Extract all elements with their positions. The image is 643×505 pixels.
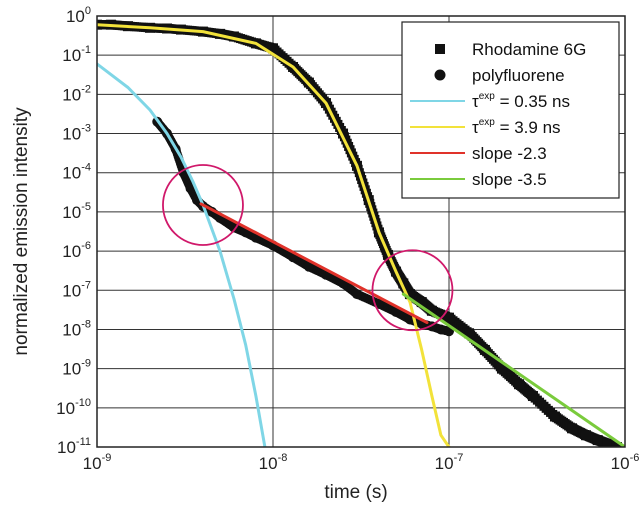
- x-axis-title: time (s): [324, 482, 387, 503]
- data-point: [464, 328, 475, 339]
- y-tick-label: 10-6: [62, 240, 91, 261]
- data-point: [228, 31, 239, 42]
- data-point: [303, 261, 314, 272]
- data-point: [351, 289, 362, 300]
- legend-label: Rhodamine 6G: [472, 40, 586, 59]
- legend-label: τexp = 3.9 ns: [472, 117, 561, 137]
- tick-layer: 10-9 10-8 10-7 10-6 100 10-1 10-2 10-3 10-4 10-5 1…: [56, 5, 639, 473]
- data-point: [580, 430, 591, 441]
- x-tick-label: 10-7: [435, 452, 464, 473]
- legend-label: polyfluorene: [472, 66, 565, 85]
- legend-label: slope -3.5: [472, 170, 547, 189]
- data-point: [592, 435, 603, 446]
- y-tick-label: 100: [66, 5, 91, 26]
- data-point: [567, 423, 578, 434]
- legend-label: τexp = 0.35 ns: [472, 91, 570, 111]
- x-tick-label: 10-6: [611, 452, 640, 473]
- plot-frame: [96, 15, 626, 448]
- data-point: [426, 305, 437, 316]
- data-point: [602, 438, 613, 447]
- highlight-circle: [371, 249, 454, 332]
- y-tick-label: 10-9: [62, 358, 91, 379]
- y-tick-label: 10-11: [57, 436, 91, 457]
- data-point: [611, 442, 622, 447]
- data-point: [416, 297, 427, 308]
- data-point: [514, 379, 525, 390]
- x-tick-label: 10-8: [259, 452, 288, 473]
- legend-marker-square: [435, 44, 445, 54]
- annotation-layer: [162, 164, 454, 332]
- data-point: [228, 222, 239, 233]
- y-tick-label: 10-8: [62, 318, 91, 339]
- fit-line-exp-0-35-ns: [97, 62, 267, 447]
- data-point: [444, 312, 454, 323]
- data-point: [338, 128, 349, 139]
- data-point: [404, 289, 415, 300]
- data-point: [185, 183, 196, 194]
- legend: Rhodamine 6G polyfluorene τexp = 0.35 ns τe…: [401, 21, 620, 199]
- y-tick-label: 10-7: [62, 279, 91, 300]
- series-layer: [97, 19, 625, 447]
- fit-line-slope-3-5: [401, 292, 625, 447]
- y-tick-label: 10-10: [56, 397, 91, 418]
- y-tick-label: 10-3: [62, 123, 91, 144]
- data-point: [527, 391, 538, 402]
- y-tick-label: 10-4: [62, 162, 91, 183]
- data-point: [398, 278, 409, 289]
- x-tick-label: 10-9: [83, 452, 112, 473]
- fit-line-exp-3-9-ns: [97, 23, 451, 447]
- y-axis-title: normalized emission intensity: [11, 107, 32, 356]
- data-point: [496, 363, 507, 374]
- highlight-circle: [162, 164, 244, 246]
- y-tick-label: 10-5: [62, 201, 91, 222]
- data-point: [435, 324, 446, 335]
- data-point: [549, 411, 560, 422]
- y-tick-label: 10-1: [62, 44, 91, 65]
- y-tick-label: 10-2: [62, 83, 91, 104]
- data-point: [268, 43, 278, 54]
- legend-label: slope -2.3: [472, 144, 547, 163]
- legend-marker-circle: [434, 69, 446, 81]
- data-point: [391, 306, 402, 317]
